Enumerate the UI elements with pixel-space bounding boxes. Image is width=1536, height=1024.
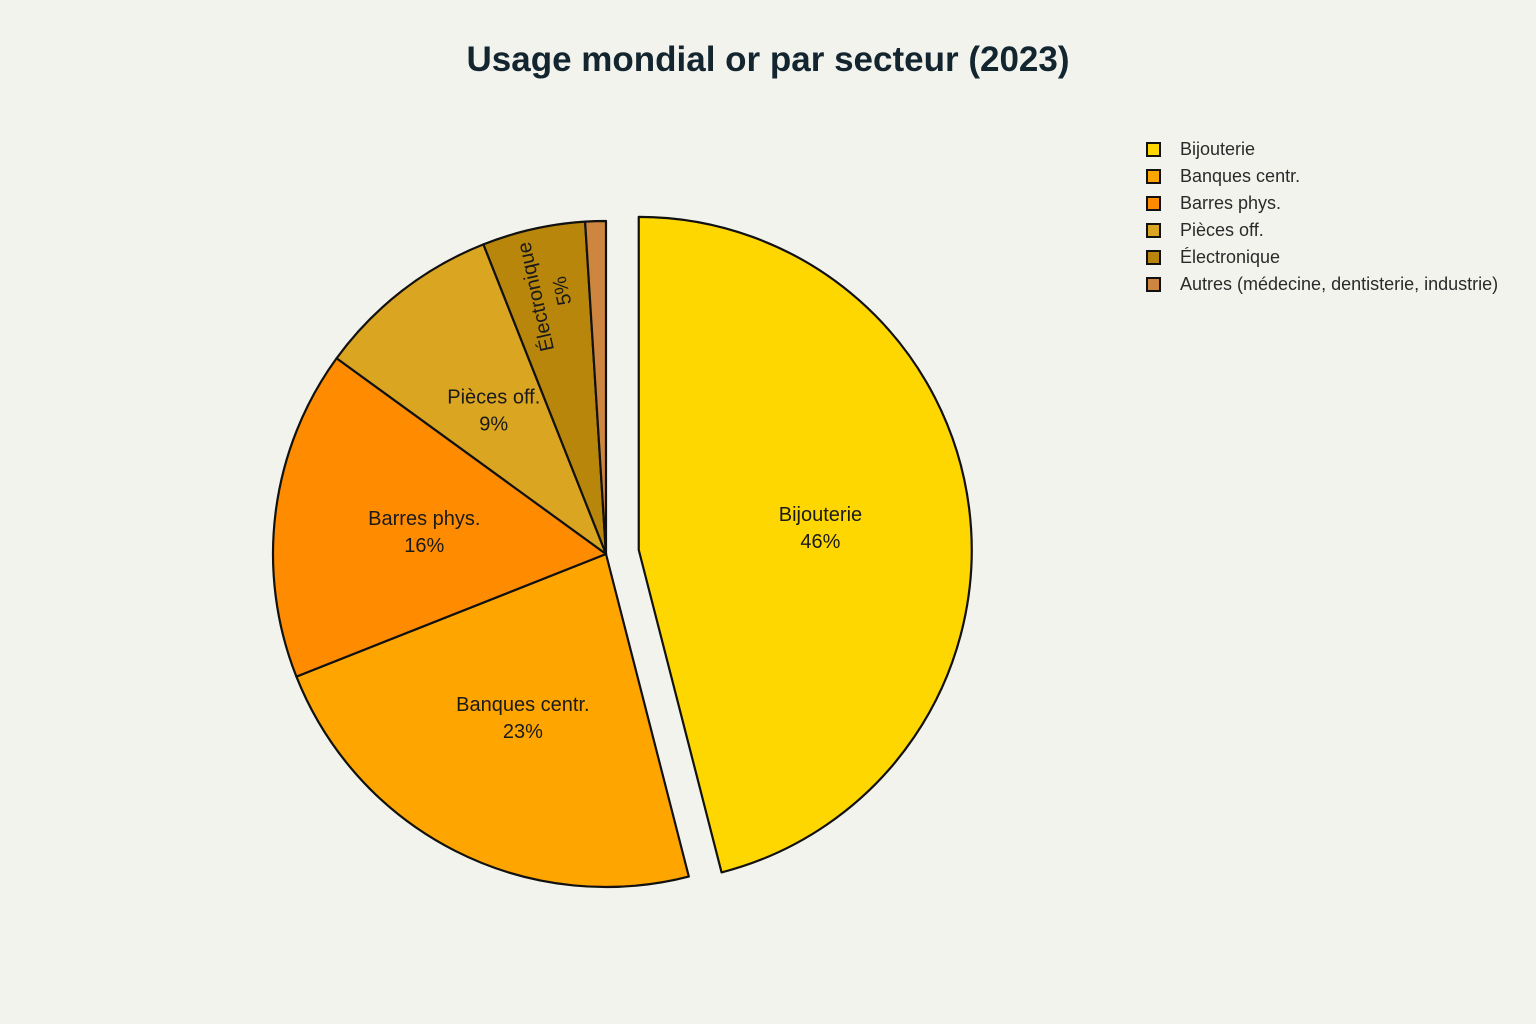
pie-slice-barres-phys (271, 357, 608, 678)
slice-label-pieces-off: Pièces off. 9% (447, 386, 540, 435)
legend-item-autres-medecine-dentisterie-industrie[interactable]: Autres (médecine, dentisterie, industrie… (1146, 271, 1498, 298)
pie-slice-autres-medecine-dentisterie-industrie (583, 219, 608, 556)
pie-slices (271, 215, 973, 889)
slice-name-label: Pièces off. (447, 386, 540, 408)
legend: Bijouterie Banques centr. Barres phys. Pièc… (1146, 136, 1498, 298)
pie-slice-bijouterie (637, 215, 973, 874)
legend-swatch (1146, 196, 1161, 211)
legend-swatch (1146, 169, 1161, 184)
legend-label: Électronique (1180, 247, 1281, 267)
pie-slice-banques-centr (295, 552, 690, 889)
slice-value-label: 9% (479, 413, 508, 435)
chart-title: Usage mondial or par secteur (2023) (466, 40, 1070, 79)
pie-slice-pieces-off (335, 243, 608, 556)
legend-swatch (1146, 142, 1161, 157)
legend-label: Bijouterie (1180, 139, 1256, 159)
slice-label-banques-centr: Banques centr. 23% (456, 694, 589, 743)
slice-label-barres-phys: Barres phys. 16% (368, 508, 480, 557)
slice-value-label: 16% (404, 535, 444, 557)
slice-name-label: Barres phys. (368, 508, 480, 530)
slice-value-label: 46% (800, 531, 840, 553)
legend-item-pieces-off[interactable]: Pièces off. (1146, 217, 1498, 244)
legend-label: Banques centr. (1180, 166, 1301, 186)
legend-label: Pièces off. (1180, 220, 1264, 240)
legend-swatch (1146, 223, 1161, 238)
legend-item-bijouterie[interactable]: Bijouterie (1146, 136, 1498, 163)
slice-label-bijouterie: Bijouterie 46% (779, 504, 862, 553)
slice-value-label: 23% (503, 721, 543, 743)
legend-label: Barres phys. (1180, 193, 1282, 213)
legend-swatch (1146, 250, 1161, 265)
legend-item-banques-centr[interactable]: Banques centr. (1146, 163, 1498, 190)
legend-swatch (1146, 277, 1161, 292)
slice-name-label: Banques centr. (456, 694, 589, 716)
slice-name-label: Bijouterie (779, 504, 862, 526)
legend-label: Autres (médecine, dentisterie, industrie… (1180, 274, 1499, 294)
legend-item-barres-phys[interactable]: Barres phys. (1146, 190, 1498, 217)
legend-item-electronique[interactable]: Électronique (1146, 244, 1498, 271)
